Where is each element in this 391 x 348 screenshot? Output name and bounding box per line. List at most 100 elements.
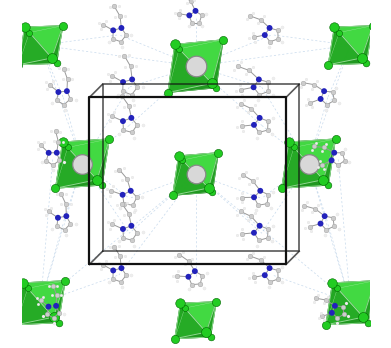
Point <box>270 92 276 97</box>
Polygon shape <box>328 32 366 65</box>
Point <box>305 220 312 225</box>
Point <box>192 63 199 69</box>
Point <box>133 63 139 69</box>
Point <box>256 77 262 82</box>
Point <box>117 167 123 173</box>
Point <box>119 93 125 99</box>
Point <box>345 313 352 319</box>
Point <box>231 67 237 73</box>
Polygon shape <box>179 40 223 88</box>
Point <box>309 209 316 215</box>
Point <box>307 100 313 106</box>
Point <box>209 80 215 86</box>
Point <box>118 265 125 271</box>
Point <box>116 54 122 59</box>
Point <box>269 223 276 229</box>
Point <box>333 85 339 91</box>
Point <box>177 300 183 306</box>
Point <box>249 64 256 70</box>
Point <box>56 158 63 163</box>
Polygon shape <box>23 281 65 317</box>
Point <box>323 107 330 113</box>
Point <box>172 336 178 341</box>
Point <box>298 207 305 212</box>
Point <box>235 175 242 181</box>
Point <box>44 311 50 317</box>
Point <box>108 188 115 194</box>
Polygon shape <box>206 302 216 337</box>
Polygon shape <box>326 317 368 325</box>
Point <box>199 273 205 278</box>
Point <box>96 20 102 25</box>
Point <box>307 224 313 229</box>
Polygon shape <box>56 142 97 188</box>
Point <box>341 311 347 317</box>
Point <box>100 22 106 27</box>
Point <box>317 158 323 164</box>
Point <box>334 211 340 217</box>
Point <box>213 85 219 90</box>
Point <box>174 278 180 283</box>
Polygon shape <box>180 302 216 332</box>
Point <box>124 176 130 182</box>
Point <box>247 253 253 259</box>
Polygon shape <box>334 26 373 58</box>
Polygon shape <box>179 153 219 160</box>
Point <box>303 76 309 81</box>
Point <box>98 266 104 272</box>
Point <box>107 244 113 250</box>
Point <box>269 76 276 81</box>
Point <box>67 96 74 102</box>
Point <box>363 61 369 66</box>
Point <box>315 164 321 170</box>
Point <box>63 213 70 219</box>
Point <box>234 195 240 200</box>
Point <box>56 310 62 316</box>
Point <box>304 199 310 205</box>
Point <box>172 254 179 260</box>
Point <box>321 145 327 150</box>
Point <box>26 30 32 35</box>
Point <box>180 250 187 255</box>
Point <box>49 226 56 232</box>
Point <box>118 25 125 31</box>
Point <box>61 227 68 233</box>
Point <box>104 71 111 76</box>
Point <box>323 227 330 233</box>
Point <box>274 27 281 33</box>
Polygon shape <box>328 27 339 65</box>
Point <box>250 250 256 255</box>
Point <box>111 69 118 74</box>
Point <box>336 100 343 105</box>
Point <box>126 103 132 109</box>
Point <box>323 297 329 303</box>
Point <box>43 79 49 85</box>
Point <box>63 191 69 197</box>
Point <box>121 212 127 217</box>
Point <box>35 301 41 306</box>
Point <box>52 128 59 134</box>
Point <box>50 283 56 288</box>
Point <box>237 101 244 106</box>
Point <box>196 20 203 25</box>
Point <box>181 261 188 266</box>
Point <box>330 89 336 95</box>
Point <box>129 175 135 180</box>
Point <box>250 30 256 35</box>
Point <box>49 55 55 61</box>
Point <box>279 24 285 30</box>
Point <box>255 97 261 103</box>
Point <box>176 252 183 258</box>
Point <box>119 177 126 183</box>
Point <box>72 97 79 103</box>
Point <box>204 271 210 276</box>
Point <box>239 92 246 97</box>
Point <box>69 77 75 82</box>
Point <box>109 73 115 79</box>
Polygon shape <box>172 156 208 195</box>
Point <box>269 115 276 121</box>
Point <box>176 11 183 17</box>
Point <box>109 113 115 119</box>
Point <box>51 138 57 144</box>
Point <box>251 279 258 285</box>
